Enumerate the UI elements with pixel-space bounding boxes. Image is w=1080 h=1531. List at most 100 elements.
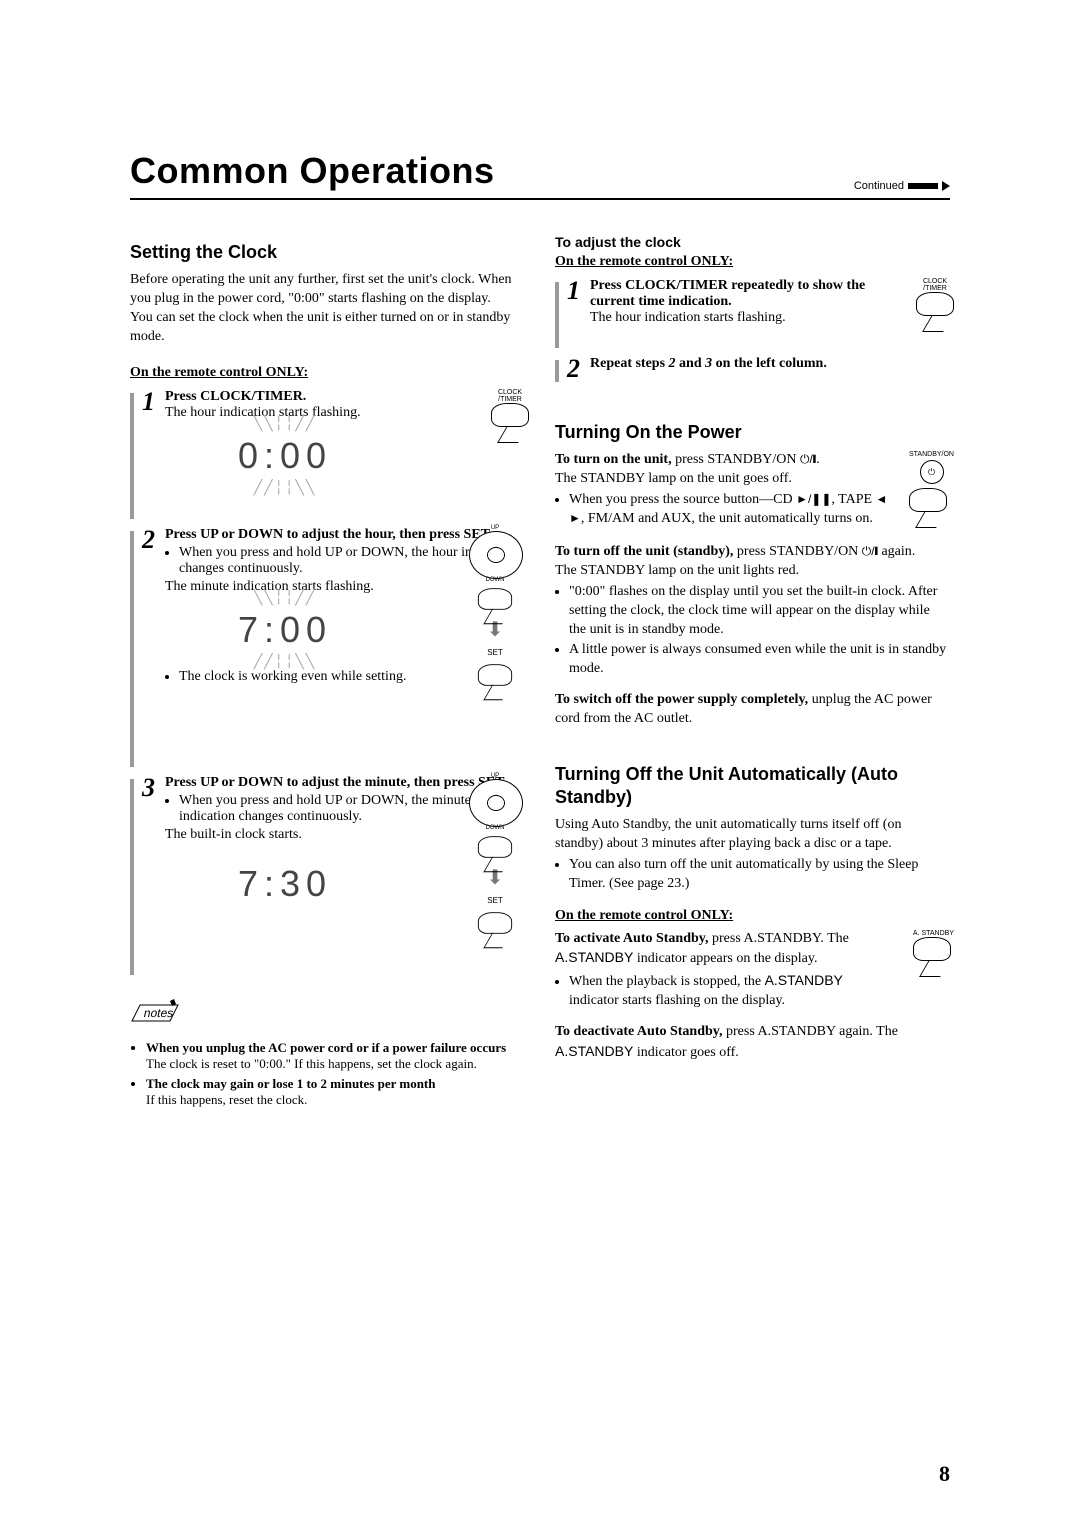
src-button-bullet: When you press the source button—CD ►/❚❚… (569, 491, 890, 529)
auto-standby-intro: Using Auto Standby, the unit automatical… (555, 816, 950, 894)
remote-button-icon (478, 912, 512, 934)
turn-on-bold: To turn on the unit, (555, 452, 672, 467)
page-number: 8 (939, 1461, 950, 1487)
step-bar-icon (130, 393, 134, 519)
r-step-2-content: Repeat steps 2 and 3 on the left column. (590, 356, 950, 382)
remote-button-icon (478, 836, 512, 858)
standby-lamp-red: The STANDBY lamp on the unit lights red. (555, 563, 799, 578)
step-2: 2 Press UP or DOWN to adjust the hour, t… (130, 527, 525, 767)
adjust-clock-heading: To adjust the clock (555, 234, 950, 250)
r-step-2: 2 Repeat steps 2 and 3 on the left colum… (555, 356, 950, 382)
clock-timer-button-diagram: CLOCK /TIMER (491, 389, 529, 427)
clock-timer-label: CLOCK /TIMER (916, 278, 954, 292)
step-1: 1 Press CLOCK/TIMER. The hour indication… (130, 389, 525, 519)
activate-bold: To activate Auto Standby, (555, 931, 709, 946)
clock-timer-button-diagram: CLOCK /TIMER (916, 278, 954, 316)
switch-off-block: To switch off the power supply completel… (555, 691, 950, 729)
activate-text: press A.STANDBY. The (709, 931, 849, 946)
off-bullet-1: "0:00" flashes on the display until you … (569, 583, 950, 640)
astandby-indicator-3: A.STANDBY (555, 1043, 633, 1059)
notes-icon: notes (130, 999, 525, 1034)
off-bullet-2: A little power is always consumed even w… (569, 641, 950, 679)
up-down-pad-diagram: UP DOWN (465, 527, 525, 581)
step-1-lead: Press CLOCK/TIMER. (165, 389, 306, 404)
remote-button-icon (913, 937, 951, 961)
remote-only-heading-r: On the remote control ONLY: (555, 254, 950, 270)
r-step-1: 1 Press CLOCK/TIMER repeatedly to show t… (555, 278, 950, 348)
continued-bar-icon (908, 183, 938, 189)
turn-off-text: press STANDBY/ON (733, 544, 861, 559)
astandby-button-diagram: A. STANDBY (913, 930, 954, 961)
r2-a: Repeat steps (590, 356, 669, 371)
notes-label: notes (143, 1006, 175, 1020)
digital-display-1: 0:00 (195, 435, 375, 477)
standby-lamp-off: The STANDBY lamp on the unit goes off. (555, 471, 792, 486)
step-bar-icon (555, 282, 559, 348)
deactivate-text: press A.STANDBY again. The (723, 1024, 898, 1039)
r-step-number-1: 1 (567, 278, 580, 348)
deactivate-bold: To deactivate Auto Standby, (555, 1024, 723, 1039)
title-row: Common Operations Continued (130, 150, 950, 200)
step-number-2: 2 (142, 527, 155, 767)
switch-off-bold: To switch off the power supply completel… (555, 692, 808, 707)
activate-bullet-1: When the playback is stopped, the (569, 974, 765, 989)
remote-button-icon (909, 488, 947, 512)
remote-button-icon (478, 664, 512, 686)
turn-off-bold: To turn off the unit (standby), (555, 544, 733, 559)
notes-block: notes When you unplug the AC power cord … (130, 999, 525, 1108)
digital-display-3: 7:30 (195, 863, 375, 905)
flash-marks-icon: ╱╱╎╎╲╲ (195, 485, 375, 493)
step-1-content: Press CLOCK/TIMER. The hour indication s… (165, 389, 525, 519)
intro-line-3: You can set the clock when the unit is e… (130, 310, 510, 344)
activate-text2: indicator appears on the display. (633, 951, 817, 966)
set-label: SET (487, 896, 503, 905)
down-label: DOWN (465, 825, 525, 831)
note-2-text: If this happens, reset the clock. (146, 1092, 307, 1107)
page-title: Common Operations (130, 150, 495, 192)
note-2-bold: The clock may gain or lose 1 to 2 minute… (146, 1076, 436, 1091)
step-number-1: 1 (142, 389, 155, 519)
setting-clock-heading: Setting the Clock (130, 242, 525, 263)
set-label: SET (487, 648, 503, 657)
note-1-bold: When you unplug the AC power cord or if … (146, 1040, 506, 1055)
activate-bullet: When the playback is stopped, the A.STAN… (569, 971, 890, 1011)
remote-button-icon (916, 292, 954, 316)
step-number-3: 3 (142, 775, 155, 975)
clock-intro: Before operating the unit any further, f… (130, 271, 525, 347)
auto-p1: Using Auto Standby, the unit automatical… (555, 817, 901, 851)
turn-on-block: To turn on the unit, press STANDBY/ON ⏻/… (555, 451, 950, 531)
auto-bullet-1: You can also turn off the unit automatic… (569, 856, 950, 894)
intro-line-1: Before operating the unit any further, f… (130, 272, 475, 287)
continued-arrow-icon (942, 181, 950, 191)
left-column: Setting the Clock Before operating the u… (130, 224, 525, 1112)
step-3: 3 Press UP or DOWN to adjust the minute,… (130, 775, 525, 975)
turn-on-text: press STANDBY/ON (672, 452, 800, 467)
r2-b: 2 (669, 356, 676, 371)
r-step-1-body: The hour indication starts flashing. (590, 310, 786, 325)
r-step-1-content: Press CLOCK/TIMER repeatedly to show the… (590, 278, 950, 348)
remote-button-icon (491, 403, 529, 427)
step-3-lead: Press UP or DOWN to adjust the minute, t… (165, 775, 507, 790)
src1: When you press the source button—CD (569, 492, 796, 507)
remote-button-icon (478, 588, 512, 610)
clock-timer-label: CLOCK /TIMER (491, 389, 529, 403)
standby-button-diagram: STANDBY/ON ⏻ (909, 451, 954, 512)
turning-on-heading: Turning On the Power (555, 422, 950, 443)
src2: , TAPE (831, 492, 875, 507)
r-step-number-2: 2 (567, 356, 580, 382)
up-label: UP (465, 773, 525, 779)
note-2: The clock may gain or lose 1 to 2 minute… (146, 1076, 525, 1108)
astandby-indicator-2: A.STANDBY (765, 972, 843, 988)
deactivate-text2: indicator goes off. (633, 1045, 739, 1060)
activate-bullet-2: indicator starts flashing on the display… (569, 993, 785, 1008)
note-1: When you unplug the AC power cord or if … (146, 1040, 525, 1072)
play-pause-icon: ►/❚❚ (796, 492, 831, 506)
up-label: UP (465, 525, 525, 531)
turn-off-block: To turn off the unit (standby), press ST… (555, 543, 950, 679)
turn-off-again: again. (878, 544, 915, 559)
digital-display-2: 7:00 (195, 609, 375, 651)
r2-c: and (676, 356, 706, 371)
astandby-indicator-1: A.STANDBY (555, 949, 633, 965)
right-column: To adjust the clock On the remote contro… (555, 224, 950, 1112)
standby-label: STANDBY/ON (909, 451, 954, 458)
